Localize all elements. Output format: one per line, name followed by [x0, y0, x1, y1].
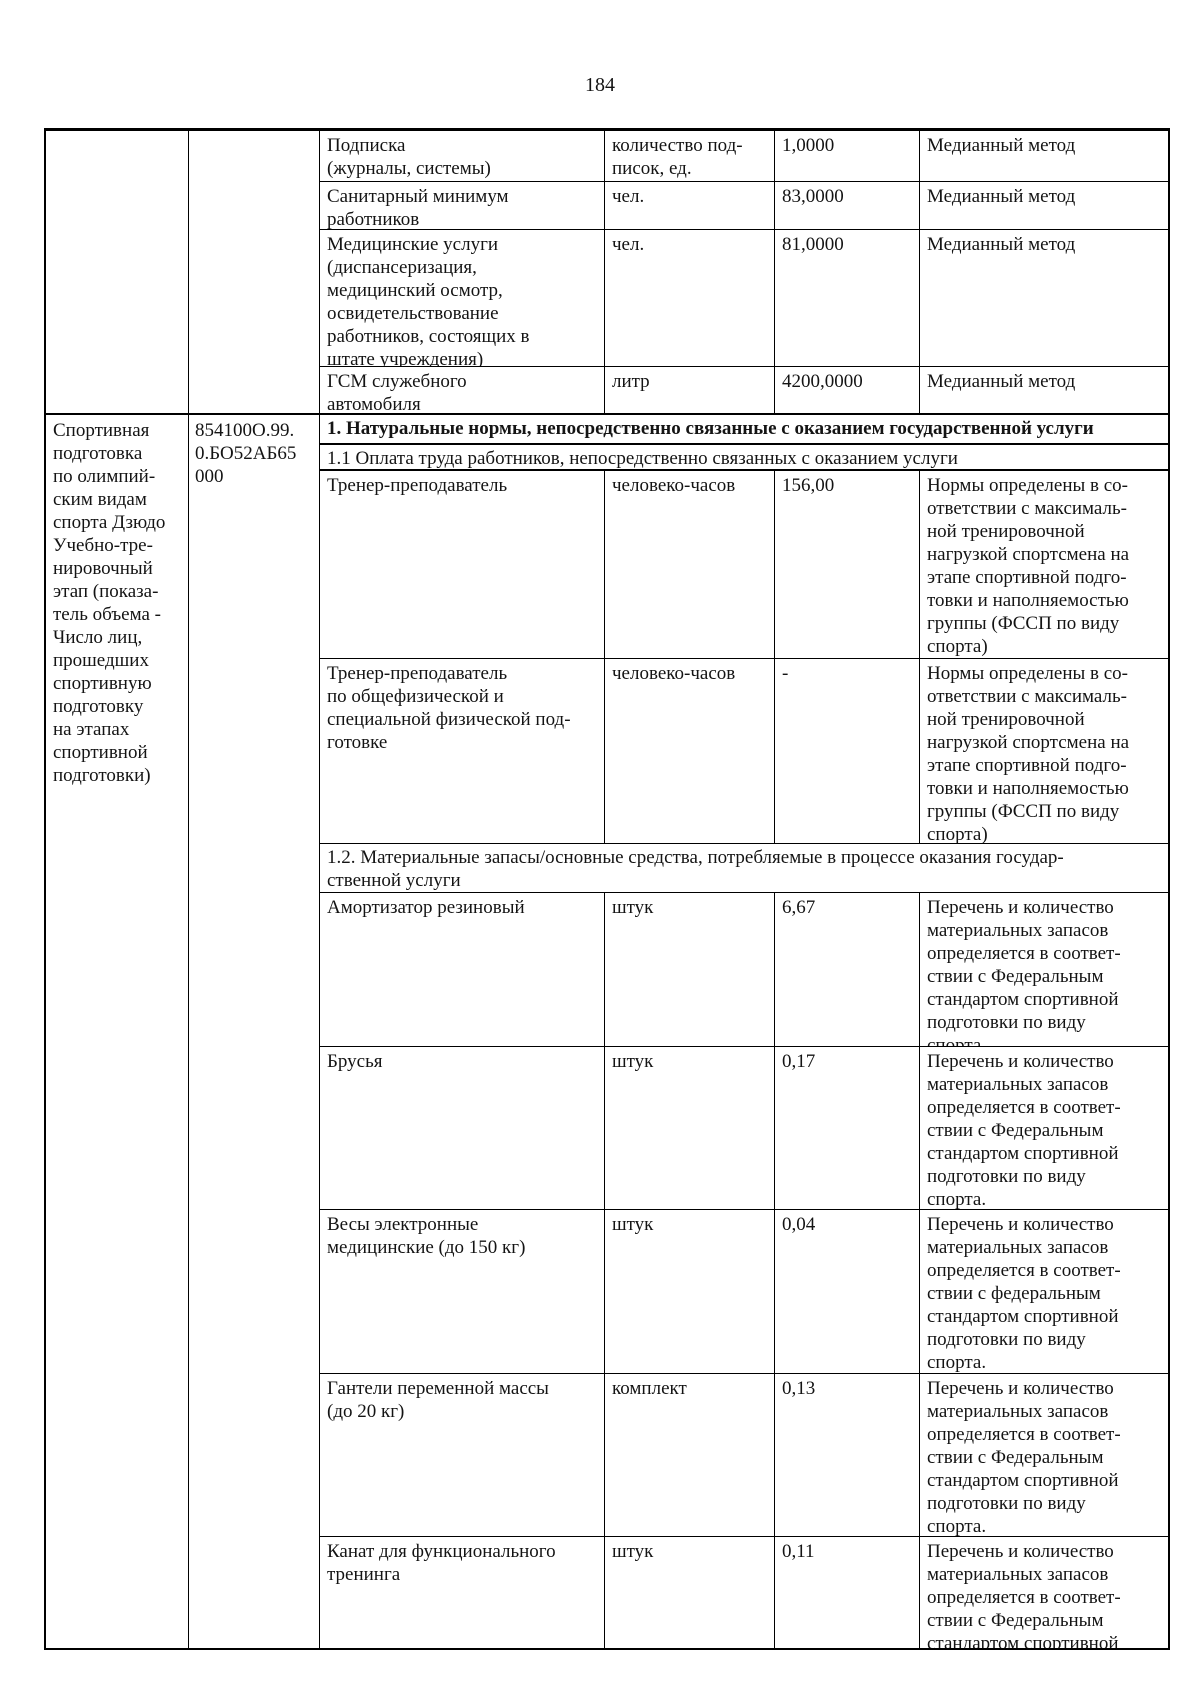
- unit-cell: чел.: [604, 182, 774, 229]
- method-cell: Медианный метод: [919, 182, 1168, 229]
- value-cell: 0,04: [774, 1210, 919, 1373]
- method-cell: Перечень и количество материальных запас…: [919, 893, 1168, 1046]
- method-cell: Медианный метод: [919, 131, 1168, 181]
- unit-cell: количество под- писок, ед.: [604, 131, 774, 181]
- method-cell: Нормы определены в со- ответствии с макс…: [919, 471, 1168, 658]
- service-name-cell-empty: [46, 131, 189, 413]
- table-row: Гантели переменной массы (до 20 кг) комп…: [320, 1373, 1168, 1536]
- table-row: Брусья штук 0,17 Перечень и количество м…: [320, 1046, 1168, 1209]
- value-cell: 4200,0000: [774, 367, 919, 413]
- norm-name-cell: Гантели переменной массы (до 20 кг): [327, 1378, 549, 1422]
- norm-name-cell: Санитарный минимум работников: [327, 186, 509, 229]
- table-row: ГСМ служебного автомобиля литр 4200,0000…: [320, 366, 1168, 413]
- value-cell: 83,0000: [774, 182, 919, 229]
- value-cell: 6,67: [774, 893, 919, 1046]
- unit-cell: литр: [604, 367, 774, 413]
- norm-name-cell: Брусья: [327, 1051, 383, 1072]
- value-cell: 0,17: [774, 1047, 919, 1209]
- table-row: Подписка (журналы, системы) количество п…: [320, 131, 1168, 181]
- table-rowgroup-judo: Спортивная подготовка по олимпий- ским в…: [46, 413, 1168, 1648]
- method-cell: Перечень и количество материальных запас…: [919, 1537, 1168, 1648]
- rowgroup-rows: 1. Натуральные нормы, непосредственно св…: [320, 415, 1168, 1648]
- table-row: Медицинские услуги (диспансеризация, мед…: [320, 229, 1168, 366]
- value-cell: 1,0000: [774, 131, 919, 181]
- norm-name-cell: Тренер-преподаватель по общефизической и…: [327, 663, 571, 753]
- unit-cell: штук: [604, 893, 774, 1046]
- norm-name-cell: Тренер-преподаватель: [327, 475, 508, 496]
- table-row: Тренер-преподаватель человеко-часов 156,…: [320, 471, 1168, 658]
- value-cell: -: [774, 659, 919, 843]
- unit-cell: чел.: [604, 230, 774, 366]
- service-code-cell: 854100О.99. 0.БО52АБ65 000: [189, 415, 320, 1648]
- unit-cell: штук: [604, 1537, 774, 1648]
- value-cell: 0,13: [774, 1374, 919, 1536]
- norm-name-cell: Подписка (журналы, системы): [327, 135, 491, 179]
- value-cell: 81,0000: [774, 230, 919, 366]
- section-1-1-header: 1.1 Оплата труда работников, непосредств…: [320, 445, 1168, 471]
- method-cell: Перечень и количество материальных запас…: [919, 1210, 1168, 1373]
- norm-name-cell: Канат для функционального тренинга: [327, 1541, 556, 1585]
- method-cell: Перечень и количество материальных запас…: [919, 1047, 1168, 1209]
- norm-name-cell: Весы электронные медицинские (до 150 кг): [327, 1214, 526, 1258]
- section-1-2-header: 1.2. Материальные запасы/основные средст…: [320, 843, 1168, 893]
- unit-cell: человеко-часов: [604, 471, 774, 658]
- unit-cell: штук: [604, 1210, 774, 1373]
- method-cell: Нормы определены в со- ответствии с макс…: [919, 659, 1168, 843]
- table-row: Канат для функционального тренинга штук …: [320, 1536, 1168, 1648]
- table-row: Амортизатор резиновый штук 6,67 Перечень…: [320, 893, 1168, 1046]
- unit-cell: человеко-часов: [604, 659, 774, 843]
- page-number: 184: [585, 74, 615, 96]
- norm-name-cell: Амортизатор резиновый: [327, 897, 525, 918]
- table-row: Весы электронные медицинские (до 150 кг)…: [320, 1209, 1168, 1373]
- value-cell: 156,00: [774, 471, 919, 658]
- unit-cell: комплект: [604, 1374, 774, 1536]
- method-cell: Медианный метод: [919, 367, 1168, 413]
- norm-name-cell: Медицинские услуги (диспансеризация, мед…: [327, 234, 530, 366]
- service-code-cell-empty: [189, 131, 320, 413]
- norms-table: Подписка (журналы, системы) количество п…: [44, 128, 1170, 1650]
- unit-cell: штук: [604, 1047, 774, 1209]
- table-row: Тренер-преподаватель по общефизической и…: [320, 658, 1168, 843]
- method-cell: Перечень и количество материальных запас…: [919, 1374, 1168, 1536]
- table-row: Санитарный минимум работников чел. 83,00…: [320, 181, 1168, 229]
- method-cell: Медианный метод: [919, 230, 1168, 366]
- rowgroup-rows: Подписка (журналы, системы) количество п…: [320, 131, 1168, 413]
- value-cell: 0,11: [774, 1537, 919, 1648]
- table-rowgroup-continuation: Подписка (журналы, системы) количество п…: [46, 131, 1168, 413]
- norm-name-cell: ГСМ служебного автомобиля: [327, 371, 467, 413]
- section-1-header: 1. Натуральные нормы, непосредственно св…: [320, 415, 1168, 445]
- service-name-cell: Спортивная подготовка по олимпий- ским в…: [46, 415, 189, 1648]
